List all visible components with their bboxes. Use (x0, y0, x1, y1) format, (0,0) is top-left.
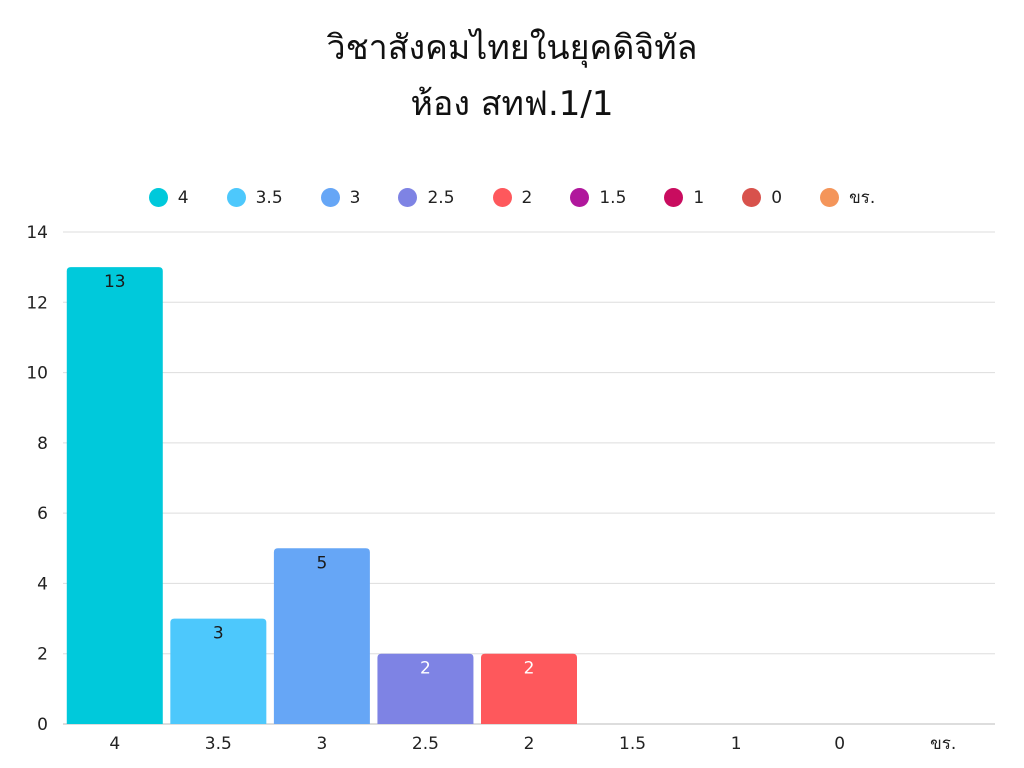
y-tick-label: 12 (26, 293, 48, 313)
data-label: 2 (420, 659, 431, 679)
x-tick-label: 2.5 (412, 734, 439, 754)
legend-swatch (570, 188, 590, 207)
y-tick-label: 10 (26, 364, 48, 384)
y-tick-label: 6 (37, 504, 48, 524)
x-tick-label: 0 (834, 734, 845, 754)
legend-swatch (492, 188, 512, 207)
bar-2 (481, 653, 577, 724)
legend-swatch (664, 188, 684, 207)
legend-label: ขร. (849, 188, 876, 208)
x-tick-label: 1.5 (619, 734, 646, 754)
legend-label: 3.5 (255, 187, 283, 208)
data-label: 3 (213, 624, 224, 644)
y-tick-label: 0 (37, 715, 48, 735)
legend-label: 3 (349, 187, 361, 208)
legend: 4 3.5 3 2.5 2 1.5 1 0 ขร. (0, 184, 1024, 211)
data-label: 2 (524, 659, 535, 679)
legend-swatch (320, 188, 340, 207)
data-label: 13 (104, 272, 126, 292)
legend-label: 1.5 (599, 187, 627, 208)
legend-swatch (226, 188, 246, 207)
legend-item: 0 (742, 184, 782, 211)
legend-label: 2.5 (427, 187, 455, 208)
legend-item: 2 (492, 184, 533, 211)
legend-swatch (148, 188, 168, 207)
legend-swatch (398, 188, 418, 207)
x-tick-label: ขร. (930, 734, 956, 754)
y-tick-label: 8 (37, 434, 48, 454)
y-tick-label: 2 (37, 645, 48, 665)
y-tick-label: 4 (37, 574, 48, 594)
data-label: 5 (316, 553, 327, 573)
legend-item: 3 (320, 184, 361, 211)
legend-label: 2 (521, 187, 533, 208)
bar-3 (273, 548, 370, 724)
legend-label: 0 (771, 187, 783, 208)
x-tick-label: 2 (524, 734, 535, 754)
bar-2.5 (377, 653, 474, 724)
legend-item: 1 (664, 184, 704, 211)
legend-item: 1.5 (570, 184, 626, 211)
x-tick-label: 3.5 (205, 734, 232, 754)
legend-item: 4 (148, 184, 189, 211)
legend-swatch (742, 188, 762, 207)
chart-title-line1: วิชาสังคมไทยในยุคดิจิทัล (326, 28, 698, 68)
chart-title-line2: ห้อง สทฟ.1/1 (410, 84, 614, 124)
bar-3.5 (170, 618, 267, 724)
legend-item: ขร. (820, 184, 875, 211)
legend-swatch (820, 188, 840, 207)
legend-label: 4 (177, 187, 189, 208)
bar-4 (66, 267, 163, 724)
y-tick-label: 14 (26, 223, 48, 243)
x-tick-label: 4 (109, 734, 120, 754)
x-tick-label: 1 (731, 734, 742, 754)
legend-item: 2.5 (398, 184, 455, 211)
legend-item: 3.5 (226, 184, 283, 211)
x-tick-label: 3 (316, 734, 327, 754)
legend-label: 1 (693, 187, 705, 208)
